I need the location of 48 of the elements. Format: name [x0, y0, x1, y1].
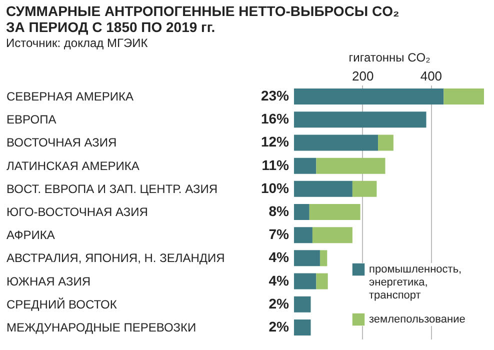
y-tick-label: СРЕДНИЙ ВОСТОК: [6, 297, 117, 312]
bar: [294, 180, 352, 197]
y-tick-label: ЛАТИНСКАЯ АМЕРИКА: [6, 158, 140, 173]
bar: [294, 296, 311, 312]
y-tick-label: ЮЖНАЯ АЗИЯ: [6, 274, 91, 288]
bar: [316, 273, 328, 290]
bar: [294, 158, 316, 174]
y-tick-label: ВОСТОЧНАЯ АЗИЯ: [6, 136, 117, 150]
bar: [294, 250, 320, 266]
bar: [320, 250, 328, 266]
bar: [294, 88, 444, 105]
text: Источник: доклад МГЭИК: [6, 36, 148, 50]
bar: [312, 227, 352, 244]
text: 7%: [268, 226, 290, 242]
legend-label: землепользование: [369, 314, 466, 326]
text: 4%: [268, 272, 290, 288]
text: 2%: [268, 295, 290, 312]
bar: [444, 88, 484, 105]
bar: [294, 273, 316, 290]
x-axis-title: гигатонны CO₂: [348, 50, 431, 64]
bar: [309, 204, 360, 220]
bar: [294, 204, 310, 220]
text: 10%: [260, 180, 290, 196]
y-tick-label: ЕВРОПА: [6, 112, 56, 127]
x-tick-label: 200: [352, 68, 374, 84]
text: 8%: [268, 203, 290, 219]
bar: [352, 180, 377, 197]
bar: [294, 112, 426, 128]
chart-title: СУММАРНЫЕ АНТРОПОГЕННЫЕ НЕТТО-ВЫБРОСЫ CO₂ ЗА ПЕРИОД С 1850 ПО 2019 гг.: [6, 3, 400, 35]
bar: [294, 319, 311, 336]
bar: [316, 158, 386, 174]
bar: [378, 134, 394, 151]
y-tick-label: АВСТРАЛИЯ, ЯПОНИЯ, Н. ЗЕЛАНДИЯ: [6, 251, 225, 266]
text: 2%: [268, 318, 290, 334]
y-tick-label: СЕВЕРНАЯ АМЕРИКА: [6, 90, 134, 104]
x-tick-label: 400: [420, 68, 442, 84]
y-tick-label: АФРИКА: [6, 228, 55, 242]
y-tick-label: МЕЖДУНАРОДНЫЕ ПЕРЕВОЗКИ: [6, 320, 196, 334]
y-tick-label: ВОСТ. ЕВРОПА И ЗАП. ЦЕНТР. АЗИЯ: [6, 182, 218, 196]
text: 16%: [260, 110, 290, 127]
text: 12%: [260, 134, 290, 150]
text: 4%: [268, 249, 290, 266]
bar: [294, 134, 378, 151]
legend-label: промышленность, энергетика, транспорт: [369, 264, 462, 302]
bar: [294, 227, 312, 244]
y-tick-label: ЮГО-ВОСТОЧНАЯ АЗИЯ: [6, 205, 148, 219]
text: 11%: [262, 156, 290, 173]
text: 23%: [260, 88, 290, 104]
